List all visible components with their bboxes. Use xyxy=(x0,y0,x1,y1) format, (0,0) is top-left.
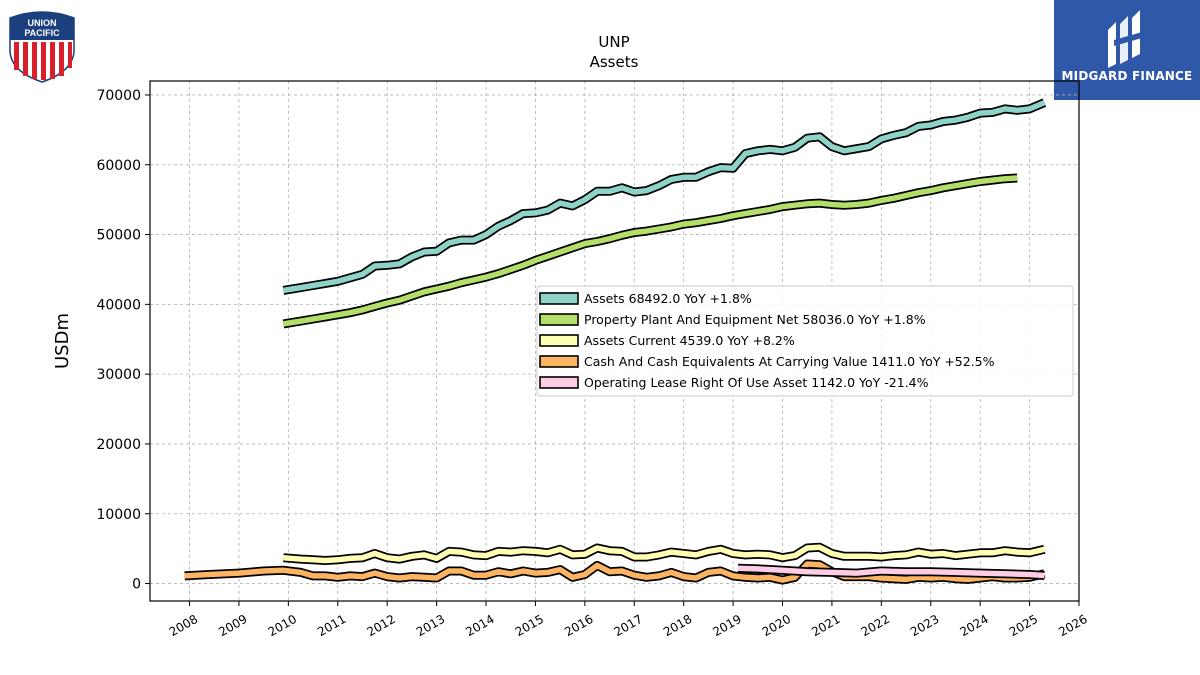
legend-swatch-3 xyxy=(539,355,579,368)
plot-frame xyxy=(149,80,1080,602)
legend: Assets 68492.0 YoY +1.8% Property Plant A… xyxy=(536,285,1074,397)
series-layer xyxy=(184,98,1047,585)
x-tick-label: 2012 xyxy=(364,612,397,639)
y-tick-label: 70000 xyxy=(96,88,141,104)
series-line-0 xyxy=(282,100,1046,294)
legend-label-0: Assets 68492.0 YoY +1.8% xyxy=(584,291,752,306)
legend-label-2: Assets Current 4539.0 YoY +8.2% xyxy=(584,333,795,348)
x-tick-label: 2024 xyxy=(957,612,990,639)
x-tick-label: 2017 xyxy=(612,612,645,639)
union-pacific-logo: UNION PACIFIC xyxy=(9,11,75,83)
midgard-mark-icon xyxy=(1108,10,1142,68)
x-tick-label: 2023 xyxy=(908,612,941,639)
legend-label-1: Property Plant And Equipment Net 58036.0… xyxy=(584,312,926,327)
series-line-3 xyxy=(184,561,1046,583)
x-tick-label: 2021 xyxy=(809,612,842,639)
x-tick-label: 2014 xyxy=(463,612,496,639)
legend-swatch-2 xyxy=(539,334,579,347)
y-tick-label: 40000 xyxy=(96,297,141,313)
chart-subtitle: Assets xyxy=(590,53,639,71)
legend-label-4: Operating Lease Right Of Use Asset 1142.… xyxy=(584,375,929,390)
y-axis-label: USDm xyxy=(52,313,73,369)
y-tick-label: 0 xyxy=(132,577,141,593)
series-line-2 xyxy=(283,544,1046,564)
x-tick-label: 2016 xyxy=(562,612,595,639)
y-tick-label: 50000 xyxy=(96,228,141,244)
x-tick-label: 2011 xyxy=(315,612,348,639)
y-tick-label: 30000 xyxy=(96,367,141,383)
x-tick-label: 2018 xyxy=(661,612,694,639)
legend-box xyxy=(536,285,1074,397)
x-tick-label: 2008 xyxy=(167,612,200,639)
x-tick-label: 2022 xyxy=(859,612,892,639)
x-tick-label: 2026 xyxy=(1056,612,1089,639)
x-tick-label: 2015 xyxy=(513,612,546,639)
legend-label-3: Cash And Cash Equivalents At Carrying Va… xyxy=(584,354,995,369)
legend-swatch-1 xyxy=(539,313,579,326)
shield-stripes-icon xyxy=(14,42,72,80)
y-tick-label: 20000 xyxy=(96,437,141,453)
x-tick-label: 2010 xyxy=(266,612,299,639)
chart-title: UNP xyxy=(598,33,629,51)
x-axis-ticks: 2008 2009 2010 2011 2012 2013 2014 2015 2016 2017… xyxy=(167,601,1090,639)
y-tick-label: 10000 xyxy=(96,507,141,523)
series-line-1 xyxy=(282,175,1018,327)
logo-text-line1: UNION xyxy=(28,18,57,28)
x-tick-label: 2013 xyxy=(414,612,447,639)
brand-name: MIDGARD FINANCE xyxy=(1061,69,1193,83)
x-tick-label: 2020 xyxy=(760,612,793,639)
legend-swatch-4 xyxy=(539,376,579,389)
x-tick-label: 2019 xyxy=(710,612,743,639)
series-line-4 xyxy=(737,565,1045,579)
legend-swatch-0 xyxy=(539,292,579,305)
x-tick-label: 2025 xyxy=(1007,612,1040,639)
x-tick-label: 2009 xyxy=(216,612,249,639)
y-axis-ticks: 0 10000 20000 30000 40000 50000 60000 70000 xyxy=(96,88,150,593)
midgard-finance-logo: MIDGARD FINANCE xyxy=(1054,0,1200,100)
y-tick-label: 60000 xyxy=(96,158,141,174)
logo-text-line2: PACIFIC xyxy=(24,28,60,38)
